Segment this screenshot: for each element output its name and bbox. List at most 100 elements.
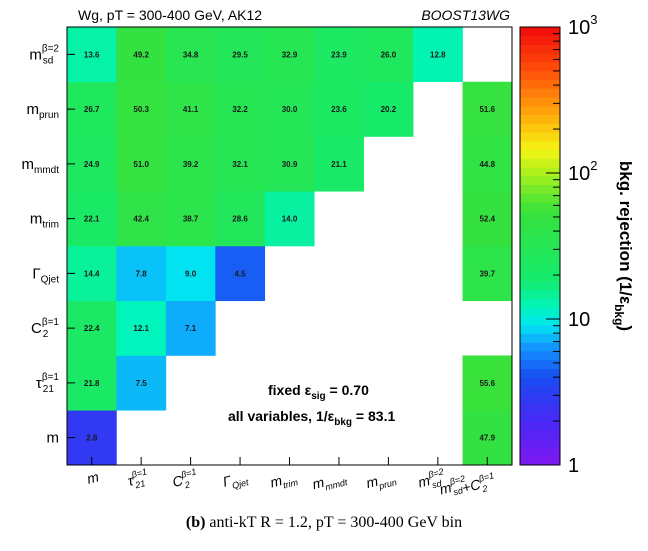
cell-value-label: 38.7 [183, 215, 199, 224]
colorbar-band [520, 447, 560, 457]
colorbar-band [520, 70, 560, 80]
cell-value-label: 26.7 [84, 105, 100, 114]
cell-value-label: 39.2 [183, 160, 199, 169]
chart-title-left: Wg, pT = 300-400 GeV, AK12 [78, 7, 262, 23]
colorbar-band [520, 35, 560, 45]
cell-value-label: 49.2 [133, 50, 149, 59]
colorbar-band [520, 289, 560, 299]
cell-value-label: 26.0 [381, 50, 397, 59]
heatmap-cell [116, 136, 167, 192]
heatmap-cell [215, 191, 266, 247]
colorbar-band [520, 237, 560, 247]
colorbar-band [520, 123, 560, 133]
cell-value-label: 14.0 [282, 215, 298, 224]
cell-value-label: 20.2 [381, 105, 397, 114]
heatmap-cell [413, 27, 463, 83]
colorbar-tick-label: 1 [568, 455, 579, 477]
colorbar-band [520, 368, 560, 378]
colorbar-band [520, 210, 560, 221]
cell-value-label: 39.7 [479, 269, 495, 278]
heatmap-cell [462, 136, 513, 192]
cell-value-label: 32.9 [282, 50, 298, 59]
x-tick-label: mtrim [268, 468, 299, 493]
y-tick-label: mprun [26, 101, 59, 121]
heatmap-cell [314, 81, 364, 137]
colorbar-band [520, 149, 560, 159]
cell-value-label: 7.5 [136, 379, 148, 388]
cell-value-label: 22.4 [84, 324, 100, 333]
x-tick-label: m [85, 468, 101, 486]
colorbar-label: bkg. rejection (1/εbkg) [612, 161, 635, 331]
cell-value-label: 34.8 [183, 50, 199, 59]
cell-value-label: 29.5 [232, 50, 248, 59]
x-tick-label: mβ=2sd+Cβ=12 [437, 466, 497, 504]
cell-value-label: 32.2 [232, 105, 248, 114]
cell-value-label: 7.1 [185, 324, 197, 333]
colorbar-band [520, 202, 560, 212]
colorbar-tick-label: 10 [568, 309, 590, 331]
heatmap-cell [264, 191, 315, 247]
colorbar-band [520, 175, 560, 186]
colorbar-band [520, 79, 560, 89]
colorbar-band [520, 333, 560, 343]
colorbar-band [520, 53, 560, 63]
heatmap-cell [67, 355, 117, 411]
cell-value-label: 52.4 [479, 215, 495, 224]
colorbar-band [520, 386, 560, 396]
heatmap-cell [67, 136, 117, 192]
x-tick-label: mprun [364, 468, 397, 494]
cell-value-label: 14.4 [84, 269, 100, 278]
heatmap-cell [116, 300, 167, 356]
colorbar-band [520, 316, 560, 326]
cell-value-label: 23.9 [331, 50, 347, 59]
heatmap-cell [116, 191, 167, 247]
cell-value-label: 28.6 [232, 215, 248, 224]
caption-text: anti-kT R = 1.2, pT = 300-400 GeV bin [209, 514, 463, 531]
heatmap-cell [165, 246, 216, 302]
heatmap-cell [116, 81, 167, 137]
colorbar-band [520, 88, 560, 98]
colorbar-band [520, 456, 560, 466]
cell-value-label: 51.0 [133, 160, 149, 169]
colorbar-band [520, 105, 560, 115]
colorbar-band [520, 228, 560, 238]
heatmap-cell [264, 81, 315, 137]
cell-value-label: 30.9 [282, 160, 298, 169]
heatmap-cell [165, 136, 216, 192]
annotation-fixed-eff: fixed εsig = 0.70 [268, 382, 369, 402]
y-tick-label: Cβ=1 2 [31, 317, 59, 340]
colorbar-band [520, 132, 560, 142]
colorbar-band [520, 394, 560, 405]
colorbar-band [520, 184, 560, 194]
cell-value-label: 13.6 [84, 50, 100, 59]
cell-value-label: 21.8 [84, 379, 100, 388]
heatmap-cell [165, 300, 216, 356]
heatmap-cell [67, 81, 117, 137]
colorbar-band [520, 263, 560, 273]
cell-value-label: 7.8 [136, 269, 148, 278]
x-tick-label: ΓQjet [221, 468, 250, 492]
heatmap-cell [462, 81, 513, 137]
cell-value-label: 32.1 [232, 160, 248, 169]
colorbar-band [520, 140, 560, 151]
colorbar-band [520, 62, 560, 72]
colorbar-band [520, 307, 560, 317]
cell-value-label: 21.1 [331, 160, 347, 169]
colorbar-band [520, 27, 560, 37]
colorbar-band [520, 377, 560, 387]
cell-value-label: 41.1 [183, 105, 199, 114]
colorbar-band [520, 403, 560, 413]
colorbar-band [520, 429, 560, 440]
heatmap-cell [215, 136, 266, 192]
chart-title-right: BOOST13WG [421, 7, 510, 23]
heatmap-cell [165, 191, 216, 247]
heatmap-cell [363, 81, 414, 137]
cell-value-label: 22.1 [84, 215, 100, 224]
heatmap-cell [264, 136, 315, 192]
colorbar-band [520, 438, 560, 448]
cell-value-label: 47.9 [479, 434, 495, 443]
cell-value-label: 44.8 [479, 160, 495, 169]
colorbar-band [520, 412, 560, 422]
colorbar-ticks: 1 10 102 103 [546, 12, 597, 477]
colorbar-tick-label: 102 [568, 158, 597, 185]
